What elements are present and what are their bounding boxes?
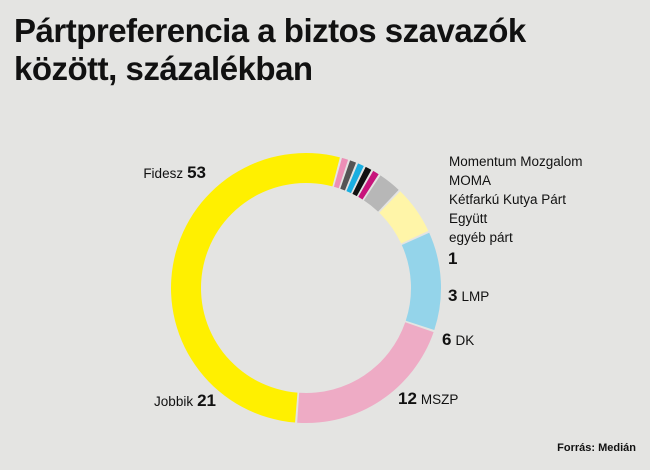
label-lmp: 3 LMP (448, 286, 489, 305)
donut-slices (171, 153, 441, 423)
label-dk-value: 6 (442, 330, 451, 349)
slice-fidesz (171, 153, 340, 423)
slice-dk (379, 191, 429, 244)
label-jobbik: Jobbik 21 (154, 391, 216, 410)
slice-egyéb-párt (358, 170, 379, 200)
small-party-label: MOMA (449, 173, 491, 188)
small-party-label: Momentum Mozgalom (449, 154, 583, 169)
label-fidesz-name: Fidesz (143, 166, 183, 181)
slice-moma (340, 160, 357, 191)
label-mszp-value: 12 (398, 389, 417, 408)
slice-mszp (401, 232, 441, 331)
label-lmp-name: LMP (461, 289, 489, 304)
small-party-label: Kétfarkú Kutya Párt (449, 192, 566, 207)
slice-momentum-mozgalom (333, 157, 349, 189)
small-party-label: Együtt (449, 211, 488, 226)
slice-együtt (352, 166, 372, 197)
small-parties-labels: Momentum Mozgalom MOMA Kétfarkú Kutya Párt… (449, 154, 583, 245)
small-party-label: egyéb párt (449, 230, 513, 245)
label-dk-name: DK (455, 333, 474, 348)
slice-kétfarkú-kutya-párt (346, 163, 364, 194)
label-dk: 6 DK (442, 330, 474, 349)
label-fidesz-value: 53 (187, 163, 206, 182)
slice-lmp (363, 175, 399, 212)
label-jobbik-name: Jobbik (154, 394, 193, 409)
label-mszp-name: MSZP (421, 392, 459, 407)
slice-jobbik (297, 322, 434, 423)
label-lmp-value: 3 (448, 286, 457, 305)
label-jobbik-value: 21 (197, 391, 216, 410)
chart-title: Pártpreferencia a biztos szavazók között… (14, 12, 526, 87)
source-note: Forrás: Medián (557, 442, 636, 454)
small-parties-value: 1 (448, 249, 457, 268)
label-fidesz: Fidesz 53 (143, 163, 206, 182)
label-mszp: 12 MSZP (398, 389, 458, 408)
